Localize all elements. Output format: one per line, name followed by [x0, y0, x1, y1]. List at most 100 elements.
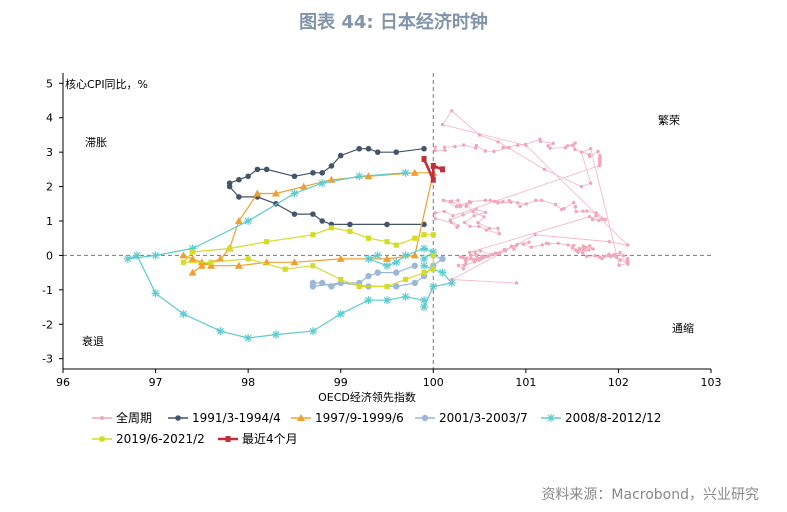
all-period-point: [501, 200, 505, 204]
all-period-point: [442, 209, 447, 214]
series-point: [151, 251, 160, 260]
legend-label: 2019/6-2021/2: [116, 432, 205, 446]
all-period-point: [594, 211, 598, 215]
all-period-point: [477, 224, 481, 229]
series-point: [410, 168, 419, 176]
highlighted-series: [123, 145, 456, 343]
legend-marker: [99, 436, 105, 442]
series-point: [430, 232, 436, 238]
all-period-point: [574, 209, 578, 214]
all-period-point: [563, 145, 568, 150]
star-stroke: [365, 296, 372, 304]
star-stroke: [244, 217, 252, 225]
all-period-point: [618, 251, 622, 255]
series-point: [384, 283, 390, 289]
series-point: [234, 217, 243, 224]
all-period-point: [462, 220, 467, 225]
all-period-point: [612, 253, 616, 257]
x-tick-label: 102: [608, 376, 629, 389]
series-point: [291, 211, 298, 217]
all-period-point: [600, 256, 604, 261]
all-period-point: [488, 198, 492, 203]
all-period-point: [456, 224, 460, 228]
legend-marker: [547, 414, 555, 422]
x-tick-label: 99: [334, 376, 348, 389]
star-stroke: [448, 279, 456, 287]
star-stroke: [244, 334, 252, 342]
y-tick-label: 2: [46, 181, 53, 194]
all-period-point: [474, 143, 479, 148]
series-latest: [421, 156, 446, 183]
star-stroke: [152, 251, 159, 259]
series-point: [401, 251, 410, 260]
all-period-point: [594, 214, 598, 218]
star-stroke: [355, 172, 363, 180]
legend-item: 1991/3-1994/4: [168, 411, 281, 425]
x-tick-label: 101: [515, 376, 536, 389]
series-s2008: [123, 168, 456, 343]
all-period-point: [478, 249, 483, 253]
series-s1997: [179, 168, 438, 276]
all-period-point: [548, 146, 552, 150]
series-point: [356, 283, 362, 289]
series-point: [207, 261, 216, 269]
series-point: [188, 254, 197, 262]
all-period-point: [566, 243, 570, 247]
star-stroke: [420, 296, 428, 304]
series-point: [264, 239, 270, 245]
x-axis-label: OECD经济领先指数: [318, 390, 416, 404]
quadrant-label: 滞胀: [85, 136, 107, 149]
all-period-point: [579, 150, 584, 154]
all-period-point: [501, 145, 505, 150]
all-period-point: [579, 184, 584, 189]
all-period-point: [524, 202, 528, 206]
series-point: [133, 251, 142, 260]
x-tick-label: 103: [701, 376, 722, 389]
all-period-point: [482, 215, 486, 219]
series-point: [430, 266, 436, 272]
all-period-point: [433, 210, 437, 215]
series-point: [384, 239, 390, 245]
series-point: [271, 189, 280, 197]
all-period-point: [443, 148, 447, 152]
series-point: [392, 258, 401, 267]
series-point: [271, 330, 280, 339]
all-period-point: [483, 198, 488, 203]
all-period-point: [588, 147, 593, 151]
all-period-point: [448, 218, 452, 222]
all-period-point: [516, 201, 520, 205]
all-period-point: [440, 122, 445, 127]
all-period-point: [581, 244, 585, 248]
star-stroke: [420, 255, 428, 263]
series-point: [447, 278, 456, 287]
y-tick-label: 0: [46, 249, 53, 262]
series-point: [234, 261, 243, 269]
all-period-point: [497, 252, 502, 256]
all-period-point: [617, 263, 621, 267]
source-note: 资料来源：Macrobond，兴业研究: [541, 487, 759, 503]
series-point: [188, 268, 197, 276]
series-point: [319, 218, 326, 224]
y-tick-label: -1: [42, 284, 53, 297]
x-tick-label: 96: [56, 376, 70, 389]
all-period-point: [458, 255, 463, 259]
series-line: [422, 158, 443, 181]
legend-marker: [100, 416, 104, 420]
all-period-point: [433, 145, 437, 149]
series-point: [336, 309, 345, 318]
all-period-point: [529, 245, 534, 249]
all-period-point: [533, 233, 537, 237]
series-point: [336, 254, 345, 262]
all-period-point: [527, 240, 531, 244]
all-period-point: [581, 209, 585, 213]
all-period-point: [476, 221, 480, 225]
series-point: [244, 334, 253, 343]
all-period-point: [464, 261, 468, 266]
star-stroke: [365, 255, 372, 263]
all-period-point: [433, 216, 437, 221]
series-point: [420, 254, 429, 263]
all-period-point: [585, 209, 589, 213]
all-period-point: [588, 154, 592, 159]
star-stroke: [392, 258, 400, 266]
star-stroke: [402, 251, 409, 259]
